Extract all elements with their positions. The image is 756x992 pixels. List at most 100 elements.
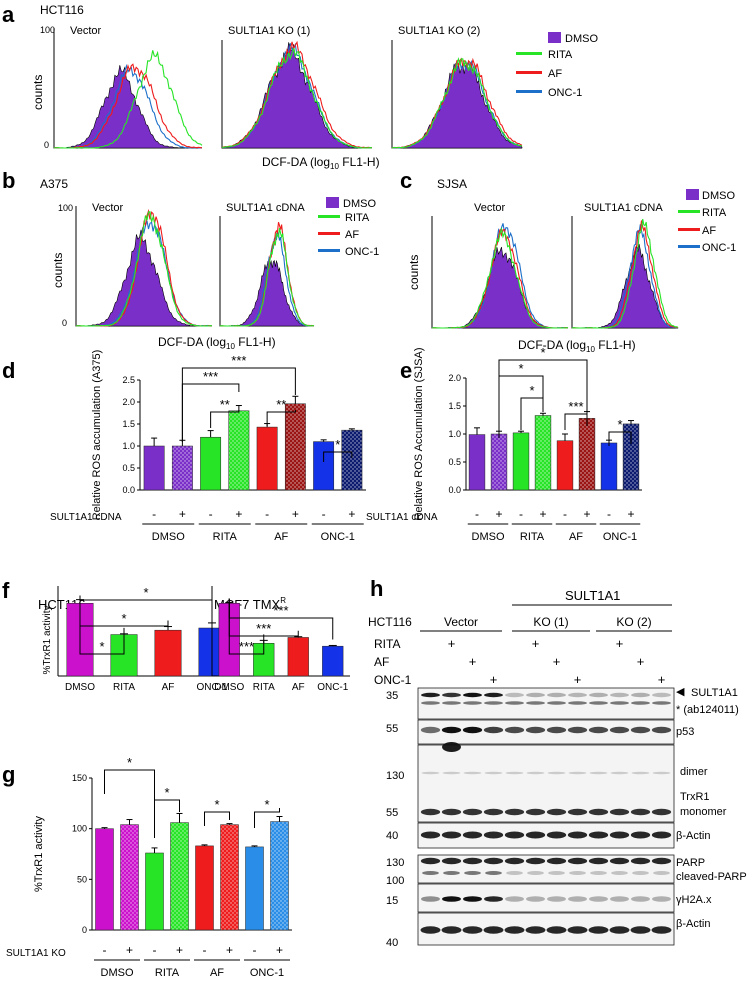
bar [284, 403, 306, 491]
band-parp [525, 857, 546, 865]
y-tick-label: 2.0 [448, 373, 461, 383]
panel-b-subtitle-cdna: SULT1A1 cDNA [226, 202, 305, 214]
panel-letter-d: d [2, 358, 15, 383]
band-sult1a1 [526, 692, 545, 698]
significance-label: *** [568, 399, 583, 414]
group-label: RITA [520, 531, 545, 543]
treatment-plus: + [532, 636, 540, 651]
band-cleaved-parp [548, 871, 565, 875]
bar [143, 445, 165, 491]
band-trxr1-faint [652, 771, 671, 775]
band-actin-top [462, 831, 483, 839]
significance-label: *** [273, 603, 288, 618]
band-trxr1-faint [526, 771, 545, 775]
legend-af-line [516, 71, 542, 74]
panel-b-ytick-0: 0 [62, 318, 67, 328]
group-0-label: Vector [444, 615, 478, 629]
band-nonspecific [568, 701, 587, 705]
significance-label: * [127, 755, 132, 770]
band-actin-top [504, 831, 525, 839]
condition-sign: - [322, 507, 326, 521]
panel-b-xlabel: DCF-DA (log10 FL1-H) [158, 335, 276, 351]
condition-sign: + [348, 507, 355, 521]
mw-marker: 130 [386, 770, 404, 782]
y-axis-label: %TrxR1 activity [33, 816, 45, 892]
mw-marker: 40 [386, 937, 398, 949]
histogram-rita-line [75, 211, 213, 327]
band-trxr1-monomer [525, 808, 546, 816]
treatment-plus: + [469, 654, 477, 669]
bar [170, 822, 189, 931]
significance-bracket [323, 451, 353, 462]
mw-marker: 40 [386, 830, 398, 842]
band-nonspecific [484, 701, 503, 705]
treatment-plus: + [637, 654, 645, 669]
band-nonspecific [589, 701, 608, 705]
band-h2ax [589, 896, 608, 902]
chart-title-superscript: R [280, 596, 286, 605]
panel-a-subtitle-vector: Vector [70, 25, 102, 37]
panel-letter-g: g [2, 762, 15, 787]
treatment-plus: + [616, 636, 624, 651]
legend-b-onc-label: ONC-1 [345, 246, 379, 258]
band-parp [420, 857, 441, 865]
band-parp [483, 857, 504, 865]
band-nonspecific [463, 701, 482, 705]
bar-chart-g: 0 50 100 150 %TrxR1 activity - + - + - + - + SULT1A1 … [6, 755, 292, 979]
treatment-label: ONC-1 [374, 673, 412, 687]
significance-label: ** [220, 397, 230, 412]
bar [110, 634, 138, 677]
band-sult1a1 [589, 692, 608, 698]
legend-b-onc-line [318, 249, 340, 252]
legend-b-dmso-label: DMSO [343, 198, 376, 210]
band-h2ax [526, 896, 545, 902]
legend-c-dmso-label: DMSO [702, 190, 735, 202]
band-actin-top [609, 831, 630, 839]
band-actin-bottom [420, 926, 441, 934]
y-tick-label: 0.0 [122, 485, 135, 495]
label-parp: PARP [676, 857, 705, 869]
bar [120, 824, 139, 931]
legend-onc-label: ONC-1 [548, 87, 582, 99]
histogram-af-line [53, 63, 202, 149]
panel-c-subtitle-vector: Vector [474, 202, 506, 214]
band-cleaved-parp [506, 871, 523, 875]
label-cleaved-parp: cleaved-PARP [676, 871, 747, 883]
group-label: RITA [155, 967, 180, 979]
condition-sign: - [253, 943, 257, 957]
band-cleaved-parp [569, 871, 586, 875]
category-label: RITA [253, 682, 275, 693]
condition-sign: + [539, 507, 546, 521]
bar [600, 442, 618, 491]
y-axis-label: Relative ROS Accumulation (SJSA) [413, 347, 425, 520]
legend-c-af-label: AF [702, 225, 716, 237]
category-label: ONC-1 [317, 682, 349, 693]
treatment-label: AF [374, 655, 389, 669]
significance-label: * [518, 361, 523, 376]
bar [322, 645, 344, 677]
blot-parp [417, 854, 675, 884]
label-trxr1: TrxR1 [680, 791, 710, 803]
panel-b-ylabel: counts [51, 253, 65, 288]
band-h2ax [568, 896, 587, 902]
band-h2ax [421, 896, 440, 902]
band-nonspecific [652, 701, 671, 705]
significance-bracket [564, 413, 588, 430]
significance-label: * [540, 345, 545, 360]
band-trxr1-faint [463, 771, 482, 775]
significance-bracket [254, 808, 280, 828]
band-p53 [462, 726, 483, 734]
treatment-plus: + [448, 636, 456, 651]
band-p53 [441, 726, 462, 734]
blot-sult1a1 [417, 687, 675, 720]
mw-marker: 15 [386, 895, 398, 907]
legend-af-label: AF [548, 68, 562, 80]
band-nonspecific [421, 701, 440, 705]
category-label: AF [292, 682, 305, 693]
header-sult1a1: SULT1A1 [565, 588, 620, 603]
histogram-a-ko1 [221, 40, 373, 149]
band-actin-bottom [609, 926, 630, 934]
arrow-marker: ◀ [676, 686, 685, 698]
label-antibody: * (ab124011) [676, 704, 739, 716]
